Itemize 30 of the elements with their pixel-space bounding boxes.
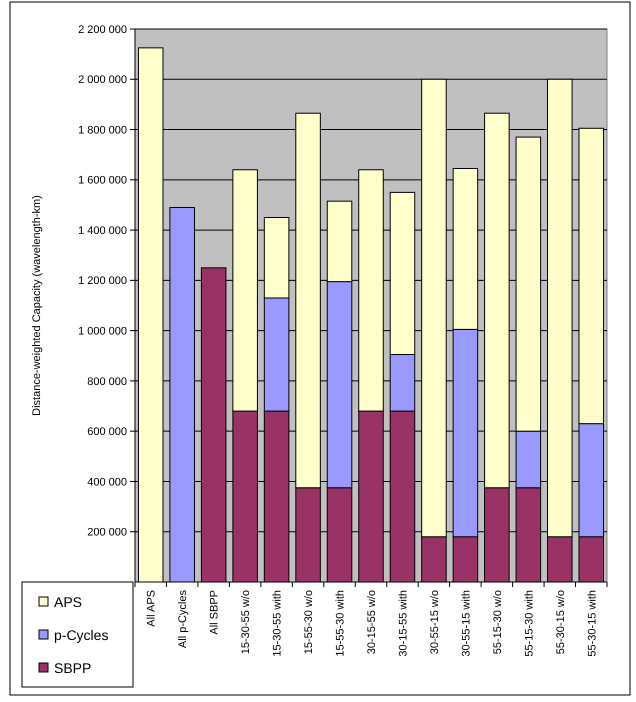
x-tick-label: 15-55-30 w/o xyxy=(303,590,316,654)
x-tick-label: 55-15-30 w/o xyxy=(492,590,504,654)
x-tick-label: All APS xyxy=(146,590,158,627)
y-tick-label: 800 000 xyxy=(87,376,127,388)
x-tick-label: 55-30-15 with xyxy=(586,590,598,657)
x-tick-label: All SBPP xyxy=(208,590,221,635)
x-tick-label: All p-Cycles xyxy=(177,590,190,648)
y-tick-label: 1 800 000 xyxy=(78,124,127,136)
y-tick-label: 2 200 000 xyxy=(78,24,127,36)
x-tick-label: 15-30-55 w/o xyxy=(240,590,252,654)
y-tick-label: 1 000 000 xyxy=(78,325,127,338)
x-tick-label: 30-15-55 w/o xyxy=(366,590,378,654)
y-tick-label: 1 200 000 xyxy=(78,275,127,288)
y-tick-label: 2 000 000 xyxy=(78,74,127,86)
y-tick-label: 400 000 xyxy=(87,476,127,488)
legend-label: p-Cycles xyxy=(54,626,108,643)
y-tick-label: 1 400 000 xyxy=(78,224,127,237)
y-tick-label: 200 000 xyxy=(87,526,127,539)
x-tick-label: 15-30-55 with xyxy=(272,590,284,657)
x-tick-label: 30-55-15 w/o xyxy=(428,590,441,654)
x-tick-label: 30-55-15 with xyxy=(460,590,472,657)
y-tick-label: 600 000 xyxy=(87,426,127,438)
x-tick-label: 30-15-55 with xyxy=(397,590,410,657)
legend-label: SBPP xyxy=(54,660,92,676)
x-tick-label: 15-55-30 with xyxy=(334,590,347,657)
y-tick-label: 1 600 000 xyxy=(78,174,127,187)
x-tick-label: 55-15-30 with xyxy=(523,590,536,657)
y-axis-title: Distance-weighted Capacity (wavelength-km) xyxy=(31,195,43,416)
x-tick-label: 55-30-15 w/o xyxy=(554,590,567,654)
legend-label: APS xyxy=(54,594,82,610)
